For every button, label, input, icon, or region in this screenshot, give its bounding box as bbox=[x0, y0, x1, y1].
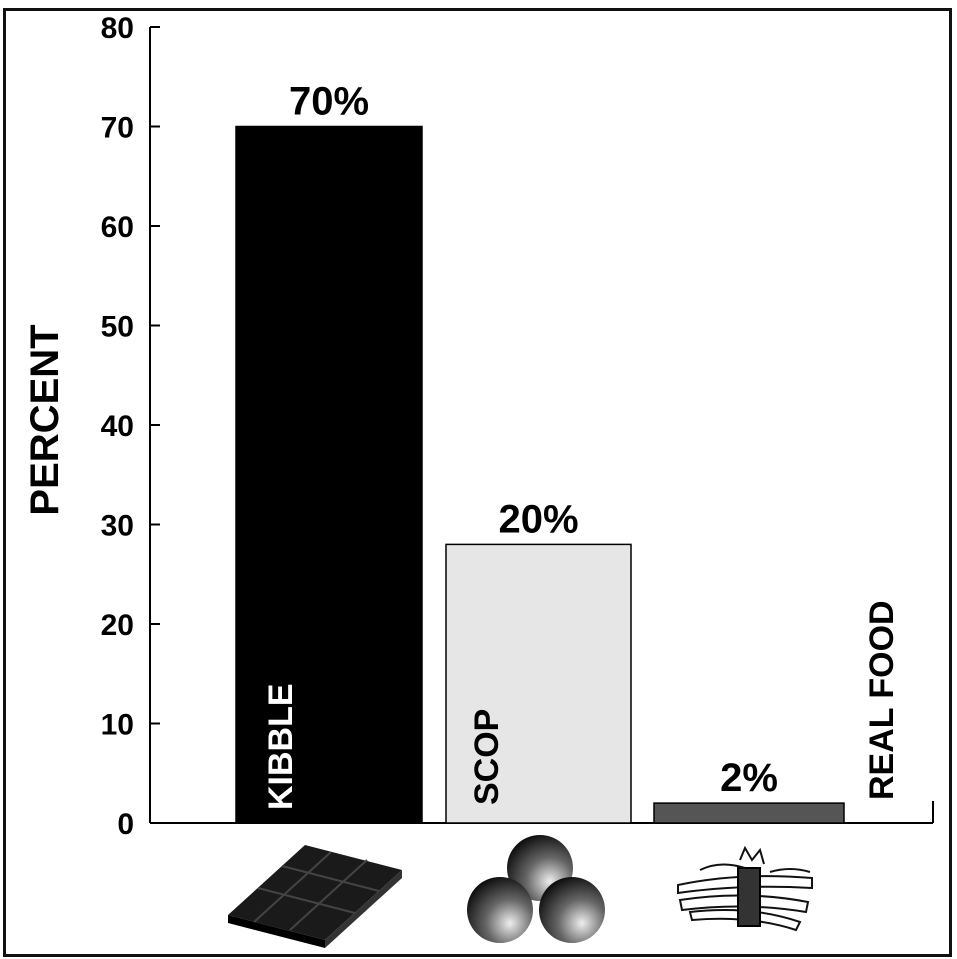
labels: 70% 20% 2% KIBBLE SCOP REAL FOOD bbox=[262, 80, 901, 811]
bar-real-food bbox=[653, 802, 845, 824]
y-tick-label: 70 bbox=[101, 112, 134, 145]
y-tick-label: 80 bbox=[101, 12, 134, 45]
y-tick-label: 60 bbox=[101, 211, 134, 244]
y-tick-label: 0 bbox=[117, 808, 134, 841]
y-tick-label: 20 bbox=[101, 609, 134, 642]
y-tick-label: 10 bbox=[101, 709, 134, 742]
category-label: SCOP bbox=[468, 709, 506, 805]
y-ticks: 0 10 20 30 40 50 60 70 80 bbox=[101, 12, 160, 841]
y-axis-label: PERCENT bbox=[23, 324, 67, 515]
bar-kibble bbox=[235, 125, 423, 824]
category-label: KIBBLE bbox=[262, 683, 300, 810]
scop-balls-icon bbox=[467, 835, 605, 943]
y-tick-label: 30 bbox=[101, 510, 134, 543]
category-label: REAL FOOD bbox=[863, 600, 901, 800]
kibble-block-icon bbox=[228, 845, 402, 948]
y-tick-label: 40 bbox=[101, 410, 134, 443]
value-label: 2% bbox=[720, 756, 778, 800]
bar-scop bbox=[445, 543, 632, 824]
bars bbox=[235, 125, 845, 824]
y-tick-label: 50 bbox=[101, 311, 134, 344]
value-label: 70% bbox=[289, 80, 369, 124]
asparagus-icon bbox=[677, 845, 813, 932]
value-label: 20% bbox=[498, 497, 578, 541]
